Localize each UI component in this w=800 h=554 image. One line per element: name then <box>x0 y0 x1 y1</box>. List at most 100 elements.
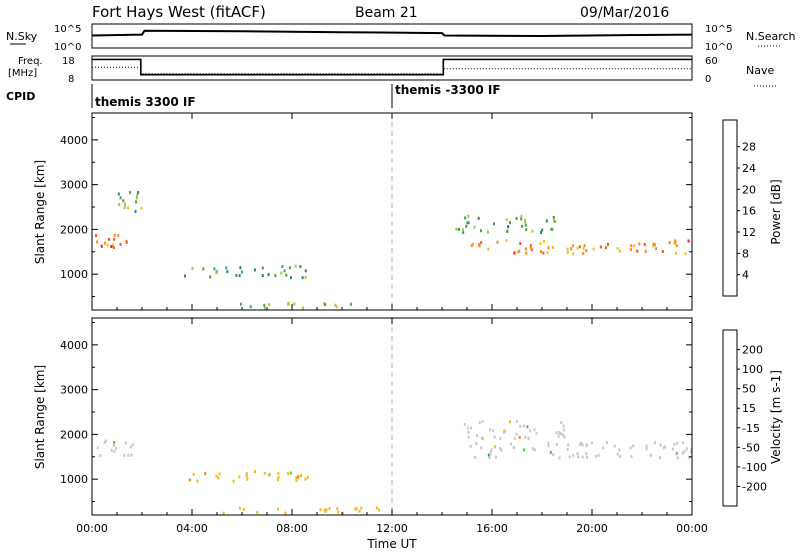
x-axis: 00:00 04:00 08:00 12:00 16:00 20:00 00:00 <box>76 113 708 535</box>
power-cell <box>267 273 270 277</box>
power-cell <box>108 237 111 241</box>
velocity-cell <box>189 478 192 482</box>
power-cell <box>521 224 524 228</box>
power-cell <box>225 266 228 270</box>
velocity-cell <box>242 507 245 511</box>
velocity-cell <box>358 509 361 513</box>
power-cell <box>525 228 528 232</box>
velocity-cell <box>217 476 220 480</box>
nave-tick-top: 60 <box>705 56 718 67</box>
velocity-colorbar: 200 100 50 15 -15 -50 -100 -200 <box>722 329 767 507</box>
velocity-colorbar-tick-label: 200 <box>742 344 763 357</box>
velocity-cell <box>547 441 550 445</box>
velocity-cell <box>494 455 497 459</box>
power-colorbar-tick-label: 24 <box>742 162 756 175</box>
velocity-cell <box>239 506 241 510</box>
power-cell <box>304 269 307 273</box>
freq-panel: Freq. [MHz] 18 8 60 0 Nave <box>8 55 778 87</box>
power-cell <box>137 191 140 194</box>
power-cell <box>466 221 469 225</box>
freq-tick-bottom: 8 <box>68 74 74 85</box>
power-cell <box>520 217 523 221</box>
power-cell <box>493 222 495 226</box>
power-panel: 1000 2000 3000 4000 Slant Range [km] <box>33 112 693 311</box>
velocity-cell <box>254 470 256 474</box>
power-cell <box>125 240 128 244</box>
power-cell <box>616 247 619 250</box>
power-cell <box>285 273 288 277</box>
velocity-cell <box>476 434 479 438</box>
velocity-cell <box>594 455 597 458</box>
velocity-cell <box>522 424 525 428</box>
power-cell <box>529 244 532 248</box>
velocity-cell <box>469 426 472 430</box>
velocity-cell <box>123 453 126 457</box>
velocity-cell <box>463 422 466 426</box>
power-cell <box>334 303 337 307</box>
velocity-cell <box>576 452 579 456</box>
velocity-cell <box>547 444 550 448</box>
power-cell <box>122 199 125 203</box>
velocity-cell <box>113 443 115 447</box>
power-cell <box>509 221 511 225</box>
freq-series <box>92 58 692 76</box>
velocity-cell <box>577 455 580 459</box>
power-cell <box>467 214 470 218</box>
power-cell <box>496 240 499 244</box>
power-cell <box>592 247 595 251</box>
power-cell <box>652 242 655 246</box>
power-cell <box>652 244 655 248</box>
velocity-colorbar-tick-label: -200 <box>742 480 767 493</box>
velocity-cell <box>494 445 497 449</box>
power-cell <box>545 219 548 223</box>
power-cell <box>507 225 510 229</box>
power-colorbar-tick-label: 16 <box>742 205 756 218</box>
velocity-cell <box>618 448 621 452</box>
power-cell <box>547 246 550 250</box>
velocity-cell <box>466 426 469 430</box>
power-cell <box>113 237 116 241</box>
velocity-cell <box>277 475 280 479</box>
velocity-cell <box>131 443 134 447</box>
velocity-cell <box>287 472 289 476</box>
velocity-cell <box>659 443 662 447</box>
velocity-cell <box>304 477 307 481</box>
velocity-colorbar-tick-label: -50 <box>742 441 760 454</box>
velocity-cell <box>492 429 495 433</box>
power-cell <box>542 251 545 255</box>
power-cell <box>582 251 585 255</box>
power-cell <box>127 206 130 210</box>
cpid-panel: CPID themis 3300 IF themis -3300 IF <box>6 83 501 109</box>
power-cell <box>119 242 122 246</box>
power-cell <box>294 264 297 268</box>
cpid-label: CPID <box>6 90 35 103</box>
power-cell <box>117 192 120 196</box>
power-cell <box>118 203 121 207</box>
x-tick-label: 08:00 <box>276 522 308 535</box>
velocity-cell <box>578 442 581 446</box>
power-cell <box>301 276 304 280</box>
velocity-cell <box>671 447 674 451</box>
velocity-cell <box>375 506 378 510</box>
power-cell <box>552 216 555 219</box>
power-cell <box>572 252 575 256</box>
power-cell <box>552 246 554 249</box>
velocity-cell <box>289 471 292 475</box>
power-cell <box>655 247 658 251</box>
power-cell <box>531 229 534 233</box>
velocity-cell <box>629 446 632 450</box>
power-cell <box>261 274 264 277</box>
velocity-cell <box>129 445 132 449</box>
velocity-cell <box>467 431 470 435</box>
power-cell <box>571 244 574 248</box>
velocity-cell <box>529 429 532 433</box>
power-cell <box>550 227 553 231</box>
velocity-cell <box>676 441 679 445</box>
power-cell <box>184 274 186 278</box>
velocity-cell <box>113 441 116 444</box>
power-colorbar-tick-label: 20 <box>742 183 756 196</box>
velocity-cell <box>664 445 667 449</box>
power-cell <box>135 200 138 204</box>
power-cell <box>506 230 509 233</box>
